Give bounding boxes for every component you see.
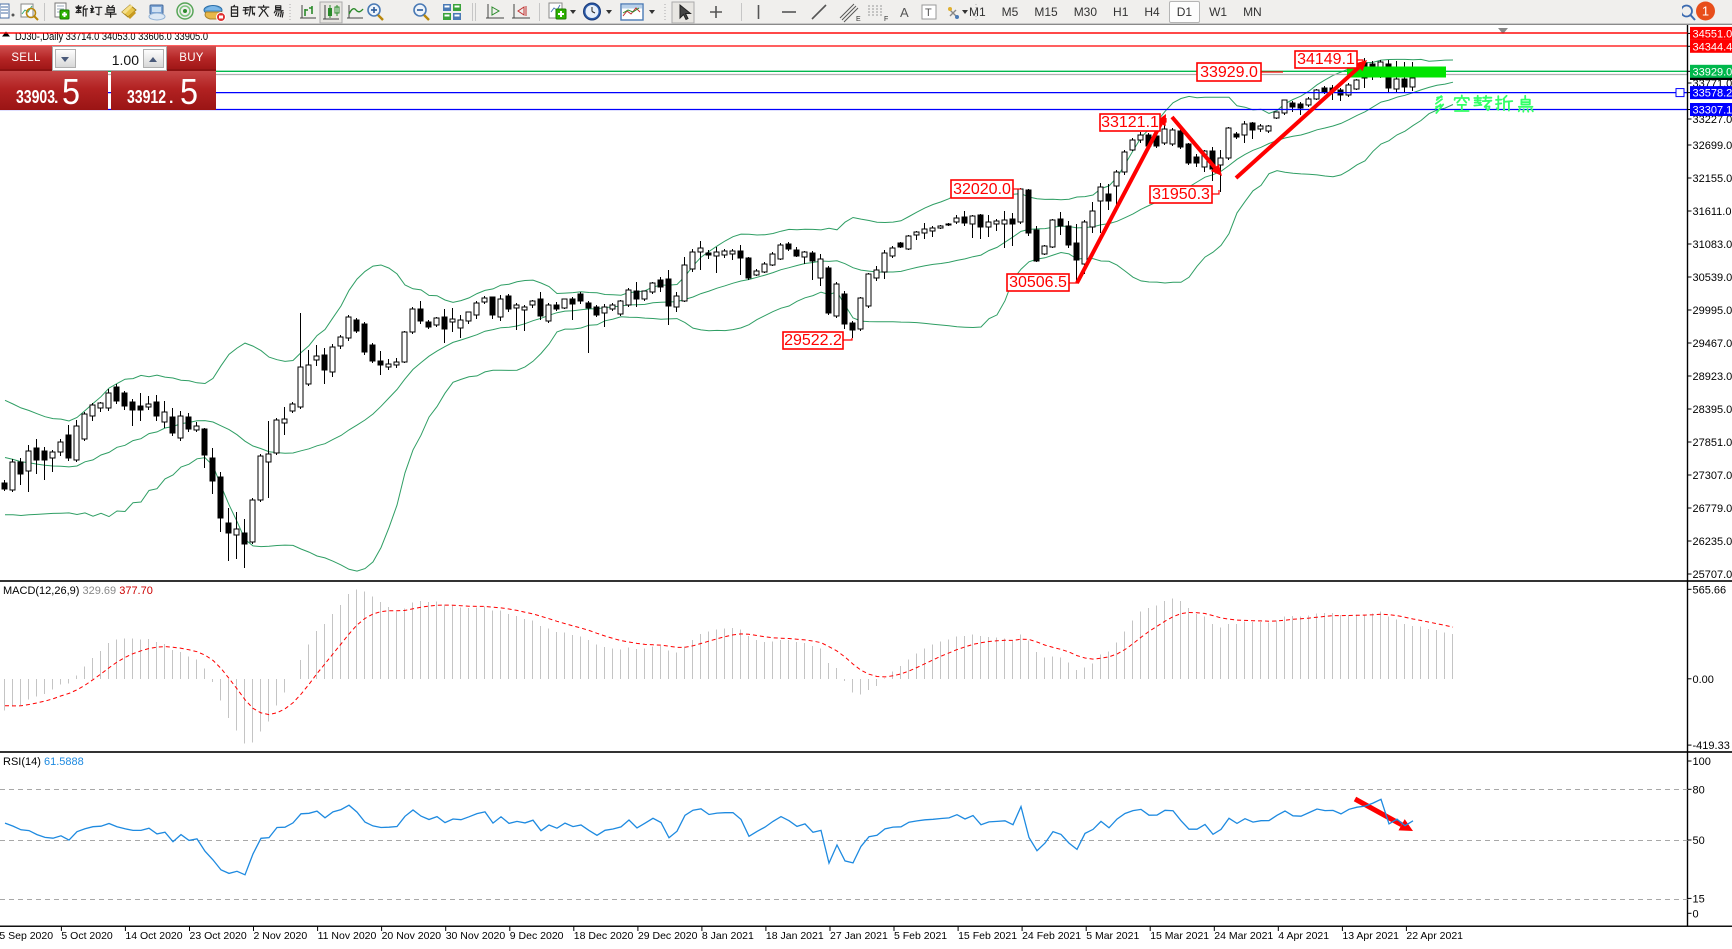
svg-text:27307.0: 27307.0	[1693, 470, 1732, 482]
svg-text:28923.0: 28923.0	[1693, 371, 1732, 383]
svg-text:25707.0: 25707.0	[1693, 569, 1732, 581]
svg-text:34551.0: 34551.0	[1693, 28, 1732, 40]
svg-text:5 Feb 2021: 5 Feb 2021	[894, 930, 947, 942]
svg-text:8 Jan 2021: 8 Jan 2021	[702, 930, 754, 942]
svg-text:F: F	[884, 16, 888, 23]
svg-text:33307.1: 33307.1	[1693, 105, 1732, 117]
svg-text:15 Feb 2021: 15 Feb 2021	[958, 930, 1017, 942]
svg-text:30539.0: 30539.0	[1693, 272, 1732, 284]
svg-text:18 Jan 2021: 18 Jan 2021	[766, 930, 824, 942]
svg-text:565.66: 565.66	[1693, 584, 1727, 596]
svg-text:9 Dec 2020: 9 Dec 2020	[510, 930, 564, 942]
svg-text:20 Nov 2020: 20 Nov 2020	[382, 930, 442, 942]
svg-text:30506.5: 30506.5	[1009, 274, 1067, 291]
svg-text:29995.0: 29995.0	[1693, 305, 1732, 317]
svg-text:28395.0: 28395.0	[1693, 404, 1732, 416]
svg-text:0.00: 0.00	[1693, 674, 1714, 686]
svg-text:32020.0: 32020.0	[953, 181, 1011, 198]
svg-text:100: 100	[1693, 756, 1711, 768]
svg-text:31950.3: 31950.3	[1152, 186, 1210, 203]
svg-text:18 Dec 2020: 18 Dec 2020	[574, 930, 634, 942]
svg-text:14 Oct 2020: 14 Oct 2020	[125, 930, 182, 942]
svg-text:31611.0: 31611.0	[1693, 206, 1732, 218]
svg-text:80: 80	[1693, 784, 1705, 796]
svg-text:1: 1	[1702, 4, 1709, 19]
svg-text:32155.0: 32155.0	[1693, 173, 1732, 185]
svg-text:50: 50	[1693, 835, 1705, 847]
svg-text:34344.4: 34344.4	[1693, 41, 1732, 53]
svg-text:15 Mar 2021: 15 Mar 2021	[1150, 930, 1209, 942]
svg-text:29 Dec 2020: 29 Dec 2020	[638, 930, 698, 942]
svg-text:A: A	[900, 5, 909, 20]
svg-text:T: T	[925, 7, 932, 19]
svg-text:30 Nov 2020: 30 Nov 2020	[446, 930, 506, 942]
svg-text:24 Feb 2021: 24 Feb 2021	[1022, 930, 1081, 942]
svg-text:RSI(14) 61.5888: RSI(14) 61.5888	[3, 756, 84, 768]
svg-text:32699.0: 32699.0	[1693, 140, 1732, 152]
svg-text:5 Oct 2020: 5 Oct 2020	[61, 930, 113, 942]
svg-text:15: 15	[1693, 893, 1705, 905]
svg-text:4 Apr 2021: 4 Apr 2021	[1278, 930, 1329, 942]
svg-text:MACD(12,26,9) 329.69 377.70: MACD(12,26,9) 329.69 377.70	[3, 585, 153, 597]
svg-text:31083.0: 31083.0	[1693, 239, 1732, 251]
svg-text:34149.1: 34149.1	[1297, 51, 1355, 68]
svg-text:33929.0: 33929.0	[1693, 66, 1732, 78]
svg-text:33929.0: 33929.0	[1200, 64, 1258, 81]
svg-text:13 Apr 2021: 13 Apr 2021	[1342, 930, 1399, 942]
svg-text:E: E	[856, 16, 861, 23]
svg-text:26235.0: 26235.0	[1693, 536, 1732, 548]
svg-text:2 Nov 2020: 2 Nov 2020	[254, 930, 308, 942]
svg-text:-419.33: -419.33	[1693, 740, 1730, 752]
svg-text:33578.2: 33578.2	[1693, 88, 1732, 100]
svg-text:33121.1: 33121.1	[1101, 114, 1159, 131]
svg-text:27851.0: 27851.0	[1693, 437, 1732, 449]
svg-text:25 Sep 2020: 25 Sep 2020	[0, 930, 53, 942]
svg-text:29467.0: 29467.0	[1693, 338, 1732, 350]
svg-text:11 Nov 2020: 11 Nov 2020	[318, 930, 377, 942]
svg-text:0: 0	[1693, 908, 1699, 920]
svg-text:27 Jan 2021: 27 Jan 2021	[830, 930, 888, 942]
svg-text:5 Mar 2021: 5 Mar 2021	[1086, 930, 1139, 942]
svg-text:26779.0: 26779.0	[1693, 503, 1732, 515]
svg-text:22 Apr 2021: 22 Apr 2021	[1406, 930, 1463, 942]
svg-text:24 Mar 2021: 24 Mar 2021	[1214, 930, 1273, 942]
svg-text:29522.2: 29522.2	[784, 332, 842, 349]
svg-text:23 Oct 2020: 23 Oct 2020	[190, 930, 247, 942]
